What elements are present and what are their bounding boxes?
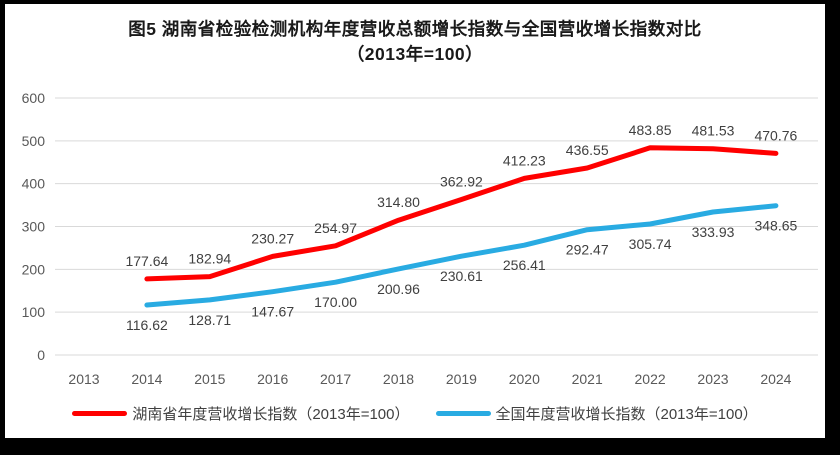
data-label: 362.92 [440,174,483,190]
legend-item-national: 全国年度营收增长指数（2013年=100） [435,403,758,424]
x-tick-label: 2020 [509,371,540,387]
x-tick-label: 2014 [131,371,162,387]
data-label: 292.47 [566,242,609,258]
legend-label-hunan: 湖南省年度营收增长指数（2013年=100） [132,406,410,423]
x-tick-label: 2016 [257,371,288,387]
data-label: 470.76 [754,127,797,143]
y-tick-label: 600 [22,90,46,106]
chart-title-line2: （2013年=100） [346,44,484,65]
chart-panel: 0 100 200 300 400 500 600 2013 2014 2015 2016 2017 2… [5,4,825,438]
data-label: 128.71 [188,312,231,328]
data-label: 147.67 [251,304,294,320]
data-label: 333.93 [692,224,735,240]
data-label: 314.80 [377,194,420,210]
data-label: 436.55 [566,142,609,158]
y-axis-labels: 0 100 200 300 400 500 600 [22,90,46,363]
data-label: 116.62 [126,317,168,333]
y-tick-label: 500 [22,133,46,149]
chart-title-line1: 图5 湖南省检验检测机构年度营收总额增长指数与全国营收增长指数对比 [128,19,702,39]
y-tick-label: 0 [37,347,45,363]
x-tick-label: 2022 [635,371,666,387]
data-label: 481.53 [692,123,735,139]
legend-red-line-swatch [72,411,128,416]
data-label: 230.27 [251,230,294,246]
legend-blue-line-swatch [435,411,491,416]
chart-legend: 湖南省年度营收增长指数（2013年=100） 全国年度营收增长指数（2013年=… [5,403,825,424]
series-line-hunan [144,145,779,282]
legend-item-hunan: 湖南省年度营收增长指数（2013年=100） [72,403,410,424]
data-label: 256.41 [503,257,546,273]
data-label: 348.65 [754,218,797,234]
chart-title: 图5 湖南省检验检测机构年度营收总额增长指数与全国营收增长指数对比 （2013年… [5,17,825,68]
x-tick-label: 2024 [760,371,791,387]
y-tick-label: 400 [22,176,46,192]
x-axis-labels: 2013 2014 2015 2016 2017 2018 2019 2020 2021 2022… [68,371,791,387]
series-line-national [144,203,779,308]
data-label: 170.00 [314,294,357,310]
x-tick-label: 2015 [194,371,225,387]
y-tick-label: 200 [22,261,46,277]
x-tick-label: 2017 [320,371,351,387]
gridlines [55,97,818,356]
x-tick-label: 2021 [572,371,603,387]
y-tick-label: 300 [22,219,46,235]
y-tick-label: 100 [22,304,46,320]
x-tick-label: 2019 [446,371,477,387]
data-label: 305.74 [629,236,672,252]
data-label: 200.96 [377,281,420,297]
legend-label-national: 全国年度营收增长指数（2013年=100） [495,406,758,423]
x-tick-label: 2023 [697,371,728,387]
data-label: 182.94 [188,251,231,267]
data-label: 230.61 [440,268,483,284]
data-labels-hunan: 177.64 182.94 230.27 254.97 314.80 362.92 412.… [125,122,797,269]
data-labels-national: 116.62 128.71 147.67 170.00 200.96 230.61 256.… [126,218,798,333]
x-tick-label: 2013 [68,371,99,387]
data-label: 483.85 [629,122,672,138]
data-label: 412.23 [503,152,546,168]
data-label: 177.64 [125,253,168,269]
data-label: 254.97 [314,220,357,236]
x-tick-label: 2018 [383,371,414,387]
